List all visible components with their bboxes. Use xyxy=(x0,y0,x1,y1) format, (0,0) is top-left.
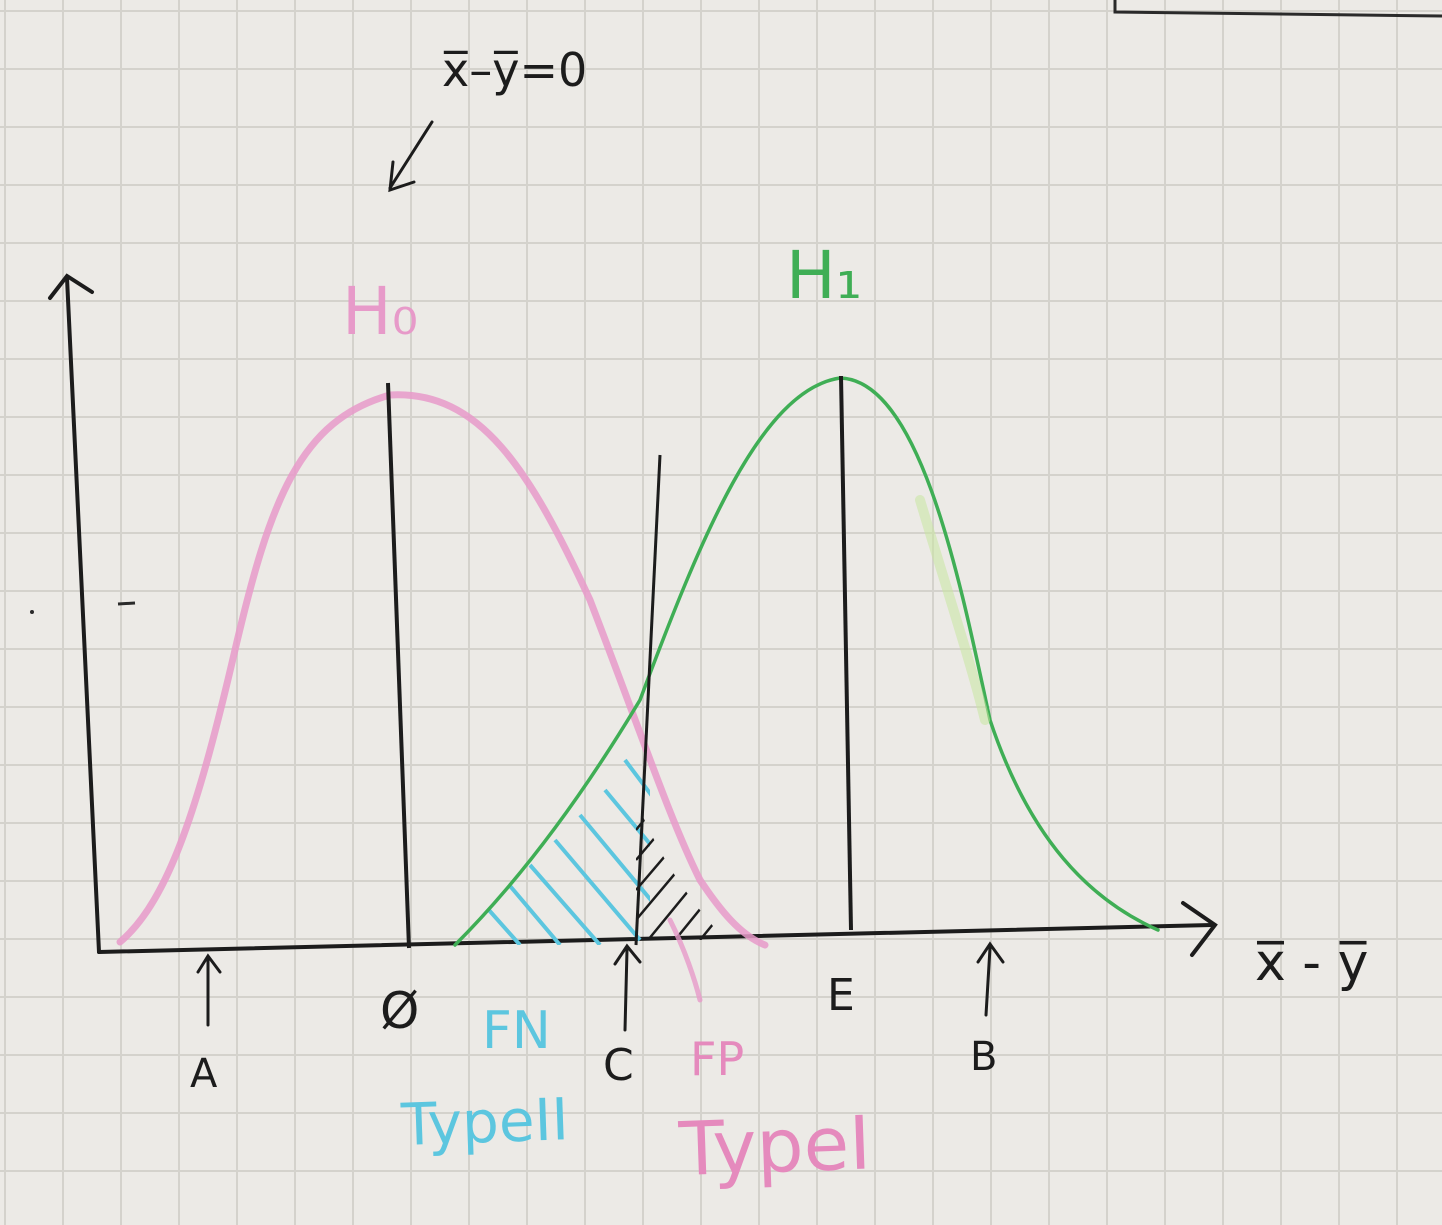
null-distribution-tail xyxy=(667,917,703,1003)
null-distribution-curve xyxy=(116,391,769,949)
top-annotation: x̅–y̅=0 xyxy=(442,43,587,97)
marker-b-label: B xyxy=(970,1034,997,1080)
annotation-pointer-arrow xyxy=(388,120,434,193)
pen-dot xyxy=(30,610,34,614)
alternative-mean-label: E xyxy=(827,970,855,1021)
marker-a-label: A xyxy=(190,1051,218,1097)
null-mean-label: Ø xyxy=(380,982,419,1040)
type-two-label: TypeII xyxy=(399,1085,570,1159)
false-negative-region xyxy=(478,758,650,945)
null-hypothesis-label: H₀ xyxy=(342,273,418,350)
type-one-label: TypeI xyxy=(677,1100,873,1193)
alternative-distribution-highlight xyxy=(915,495,990,725)
x-axis-label: x̅ - y̅ xyxy=(1255,933,1368,993)
alternative-hypothesis-label: H₁ xyxy=(786,237,862,314)
marker-b-arrow xyxy=(976,941,1005,1017)
pen-mark xyxy=(117,601,136,606)
critical-value-line xyxy=(634,454,662,946)
false-negative-label: FN xyxy=(482,1001,551,1061)
false-positive-label: FP xyxy=(690,1032,744,1086)
null-mean-line xyxy=(386,382,411,949)
critical-value-label: C xyxy=(603,1040,634,1091)
x-axis xyxy=(97,901,1218,957)
alternative-mean-line xyxy=(839,375,853,931)
marker-a-arrow xyxy=(196,953,222,1027)
alternative-distribution-curve xyxy=(453,376,1160,947)
paper-frame-corner xyxy=(1113,0,1442,18)
marker-c-arrow xyxy=(613,943,642,1032)
y-axis xyxy=(48,273,101,954)
